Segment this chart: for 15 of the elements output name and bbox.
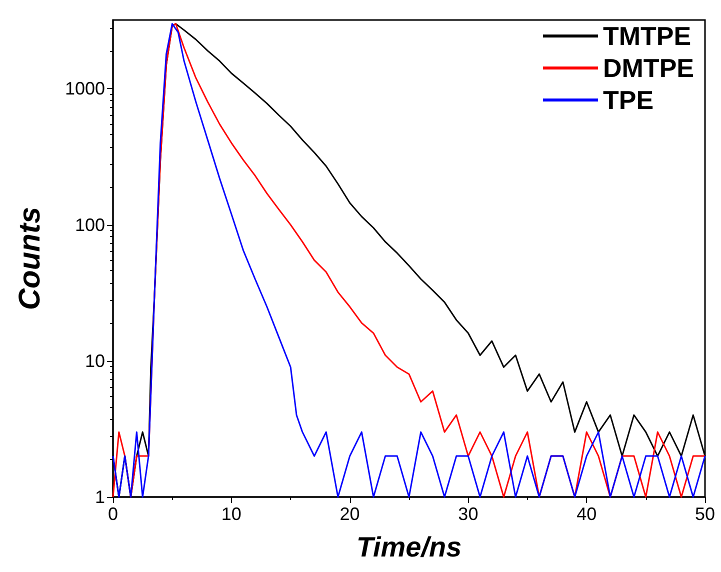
- legend-label: DMTPE: [603, 53, 694, 83]
- y-axis-title: Counts: [14, 206, 46, 310]
- x-tick-label: 20: [340, 504, 360, 524]
- y-tick-label: 100: [74, 214, 105, 235]
- x-tick-label: 0: [108, 504, 118, 524]
- x-tick-label: 50: [694, 504, 716, 524]
- y-tick-label: 1000: [64, 78, 105, 99]
- y-tick-label: 10: [84, 350, 105, 371]
- legend-label: TMTPE: [603, 21, 692, 51]
- x-tick-label: 40: [576, 504, 597, 524]
- x-tick-label: 10: [221, 504, 242, 524]
- x-axis-title: Time/ns: [356, 532, 462, 562]
- legend-label: TPE: [603, 85, 654, 115]
- x-tick-label: 30: [458, 504, 478, 524]
- y-tick-label: 1: [94, 487, 105, 507]
